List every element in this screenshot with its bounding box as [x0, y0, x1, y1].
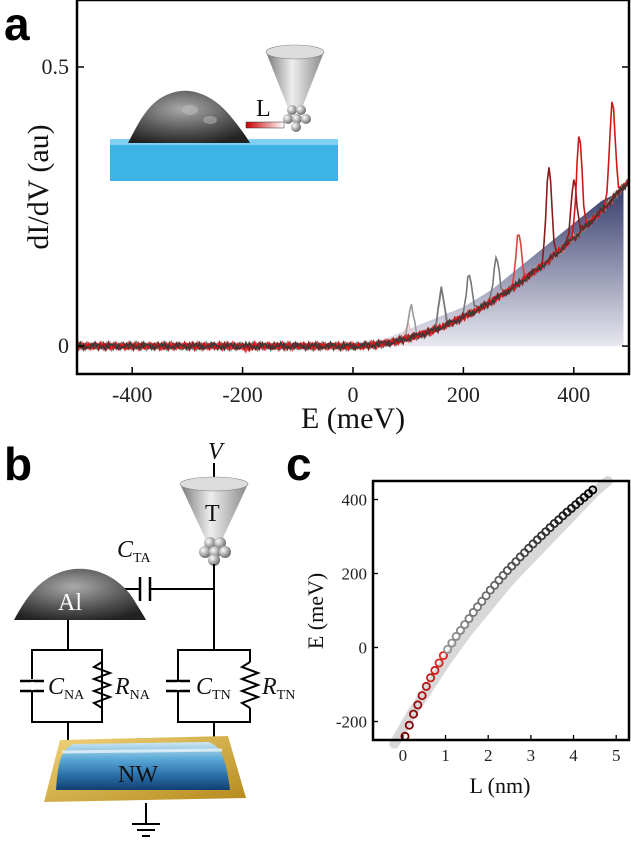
x-tick-label: -200	[222, 382, 262, 407]
background-fill-area	[353, 189, 624, 347]
panel-label-a: a	[4, 0, 30, 50]
y-axis-label: dI/dV (au)	[22, 124, 55, 249]
x-tick-label: 0	[348, 382, 359, 407]
data-point	[413, 700, 423, 710]
c-x-axis-label: L (nm)	[470, 773, 531, 798]
ctn-label: CTN	[196, 674, 231, 703]
al-label: Al	[58, 590, 82, 616]
spectra-lines	[76, 101, 630, 354]
fit-curve	[389, 476, 613, 749]
x-axis-label: E (meV)	[301, 402, 405, 435]
y-tick-label: 0	[58, 333, 69, 358]
data-point	[443, 644, 453, 654]
c-y-axis-label: E (meV)	[303, 573, 328, 649]
data-point	[460, 620, 470, 630]
rtn-label: RTN	[261, 674, 295, 703]
panel-a-frame	[75, 0, 631, 376]
data-point	[438, 651, 448, 661]
data-point	[408, 709, 418, 719]
panel-a-ticks: -400 -200 0 200 400 0 0.5	[42, 54, 629, 407]
panel-c-ticks: 0 1 2 3 4 5 -200 0 200 400	[336, 491, 621, 766]
data-point	[588, 485, 598, 495]
cna-label: CNA	[48, 674, 85, 703]
rna-label: RNA	[114, 674, 151, 703]
al-island	[128, 90, 250, 143]
data-point	[455, 626, 465, 636]
data-point	[472, 602, 482, 612]
nanowire	[56, 742, 230, 790]
panel-c-chart: 0 1 2 3 4 5 -200 0 200 400 L (nm) E (meV)	[303, 476, 631, 798]
tip-cone	[180, 484, 248, 540]
x-tick-label: 400	[557, 382, 590, 407]
panel-a-chart: -400 -200 0 200 400 0 0.5 E (meV) dI/dV (au) L	[22, 0, 631, 435]
data-point	[481, 591, 491, 601]
data-point	[404, 720, 414, 730]
resistor-rtn	[239, 661, 261, 709]
c-x-tick-label: 4	[569, 746, 578, 765]
resistor-rna	[91, 661, 113, 709]
c-x-tick-label: 2	[484, 746, 493, 765]
data-point	[477, 596, 487, 606]
data-point	[524, 543, 534, 553]
distance-bar	[245, 121, 285, 129]
c-y-tick-label: 200	[342, 565, 368, 584]
c-y-tick-label: 400	[342, 491, 368, 510]
tip-label: T	[205, 501, 220, 527]
data-point	[451, 631, 461, 641]
panel-label-b: b	[4, 438, 32, 490]
data-point	[426, 673, 436, 683]
stm-tip	[266, 52, 324, 108]
data-points	[400, 485, 598, 741]
data-point	[430, 665, 440, 675]
data-point	[502, 566, 512, 576]
panel-b-circuit: V T CTA Al CNA RNA	[14, 439, 295, 837]
data-point	[490, 580, 500, 590]
data-point	[434, 658, 444, 668]
data-point	[447, 638, 457, 648]
nw-label: NW	[118, 762, 158, 788]
c-x-tick-label: 5	[612, 746, 621, 765]
c-y-tick-label: 0	[359, 639, 368, 658]
data-point	[417, 691, 427, 701]
cta-label: CTA	[117, 537, 151, 566]
data-point	[468, 607, 478, 617]
c-x-tick-label: 0	[399, 746, 408, 765]
data-point	[464, 614, 474, 624]
panel-c-frame	[371, 479, 631, 742]
c-y-tick-label: -200	[336, 713, 367, 732]
spectrum-line-6	[76, 182, 629, 353]
x-tick-label: -400	[112, 382, 152, 407]
x-tick-label: 200	[447, 382, 480, 407]
voltage-label: V	[208, 439, 225, 465]
data-point	[507, 561, 517, 571]
c-x-tick-label: 3	[527, 746, 536, 765]
substrate	[110, 139, 338, 181]
al-island-b	[14, 568, 146, 620]
y-tick-label: 0.5	[42, 54, 70, 79]
data-point	[421, 681, 431, 691]
c-x-tick-label: 1	[441, 746, 450, 765]
inset-illustration: L	[110, 44, 338, 181]
panel-label-c: c	[286, 438, 312, 490]
distance-label: L	[256, 96, 271, 122]
